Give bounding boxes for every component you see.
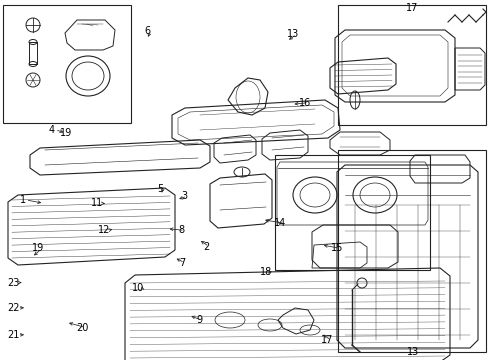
Text: 13: 13 <box>407 347 419 357</box>
Text: 9: 9 <box>196 315 202 325</box>
Text: 15: 15 <box>331 243 343 253</box>
Text: 6: 6 <box>145 26 151 36</box>
Text: 4: 4 <box>49 125 55 135</box>
Text: 1: 1 <box>20 195 26 205</box>
Bar <box>338 5 486 125</box>
Text: 3: 3 <box>181 191 188 201</box>
Text: 23: 23 <box>7 278 20 288</box>
Text: 20: 20 <box>76 323 88 333</box>
Text: 2: 2 <box>203 242 210 252</box>
Text: 8: 8 <box>179 225 185 235</box>
Text: 14: 14 <box>274 218 287 228</box>
Bar <box>275 155 430 270</box>
Text: 17: 17 <box>406 3 418 13</box>
Text: 22: 22 <box>7 303 20 313</box>
Text: 19: 19 <box>60 128 72 138</box>
Text: 21: 21 <box>7 330 20 340</box>
Text: 11: 11 <box>91 198 103 208</box>
Bar <box>29 42 37 64</box>
Text: 10: 10 <box>132 283 145 293</box>
Bar <box>3 5 131 123</box>
Bar <box>338 150 486 352</box>
Text: 17: 17 <box>321 335 333 345</box>
Text: 13: 13 <box>287 29 299 39</box>
Text: 5: 5 <box>157 184 163 194</box>
Text: 16: 16 <box>299 98 311 108</box>
Text: 7: 7 <box>179 258 185 268</box>
Text: 19: 19 <box>32 243 44 253</box>
Text: 18: 18 <box>260 267 272 277</box>
Text: 12: 12 <box>98 225 110 235</box>
